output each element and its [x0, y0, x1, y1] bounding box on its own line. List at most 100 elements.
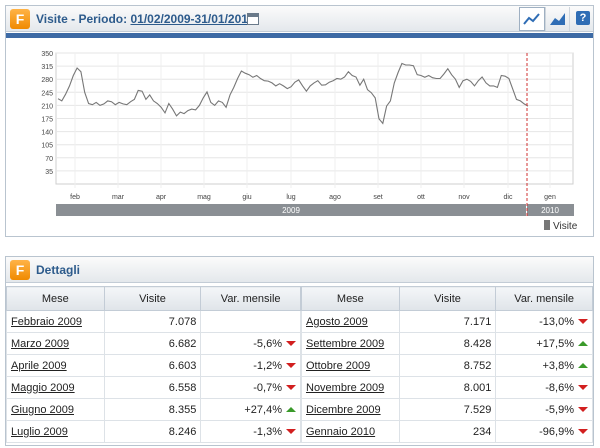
legend-label: Visite [553, 221, 578, 232]
chart-title: Visite - Periodo: 01/02/2009-31/01/2010 [36, 12, 255, 26]
table-row: Novembre 2009 8.001 -8,6% [301, 376, 593, 399]
variation-cell: -1,3% [200, 420, 301, 443]
variation-value: -5,6% [253, 337, 282, 350]
area-chart-button[interactable] [545, 7, 571, 31]
month-tick-label: mar [112, 194, 125, 201]
trend-down-icon [578, 406, 588, 412]
y-tick-label: 280 [41, 77, 53, 84]
variation-cell: -13,0% [495, 310, 593, 333]
visits-series-line [57, 62, 529, 125]
year-label: 2010 [541, 206, 559, 215]
month-link[interactable]: Marzo 2009 [11, 337, 70, 350]
month-cell: Novembre 2009 [301, 376, 400, 399]
month-tick-label: set [373, 194, 382, 201]
trend-up-icon [578, 362, 588, 368]
month-tick-label: gen [544, 194, 556, 201]
period-link[interactable]: 01/02/2009-31/01/2010 [130, 12, 255, 26]
variation-value: -13,0% [539, 315, 574, 328]
table-row: Marzo 2009 6.682 -5,6% [6, 332, 301, 355]
trend-down-icon [578, 384, 588, 390]
variation-value: -5,9% [545, 403, 574, 416]
trend-down-icon [578, 428, 588, 434]
y-tick-label: 210 [41, 103, 53, 110]
visits-line-chart: 35 70 105 140 175 210 245 280 315 350 feb mar apr mag… [6, 33, 593, 216]
visits-cell: 7.171 [398, 310, 497, 333]
month-cell: Febbraio 2009 [6, 310, 105, 333]
month-cell: Giugno 2009 [6, 398, 105, 421]
trend-down-icon [286, 428, 296, 434]
app-logo-icon: F [10, 260, 30, 280]
month-tick-label: nov [458, 194, 470, 201]
month-link[interactable]: Gennaio 2010 [306, 425, 376, 438]
month-link[interactable]: Luglio 2009 [11, 425, 68, 438]
help-button[interactable]: ? [569, 7, 595, 31]
line-chart-button[interactable] [519, 7, 545, 31]
month-cell: Marzo 2009 [6, 332, 105, 355]
month-cell: Ottobre 2009 [301, 354, 400, 377]
month-link[interactable]: Settembre 2009 [306, 337, 385, 350]
chart-title-prefix: Visite - Periodo: [36, 12, 128, 26]
y-tick-label: 35 [45, 169, 53, 176]
variation-cell: +17,5% [495, 332, 593, 355]
month-link[interactable]: Febbraio 2009 [11, 315, 82, 328]
line-chart-icon [523, 13, 540, 25]
variation-cell: -8,6% [495, 376, 593, 399]
month-cell: Luglio 2009 [6, 420, 105, 443]
month-cell: Maggio 2009 [6, 376, 105, 399]
details-title: Dettagli [36, 263, 81, 277]
y-tick-label: 315 [41, 64, 53, 71]
variation-value: -96,9% [539, 425, 574, 438]
trend-down-icon [578, 318, 588, 324]
column-header-var: Var. mensile [495, 286, 593, 311]
table-row: Agosto 2009 7.171 -13,0% [301, 310, 593, 333]
app-logo-icon: F [10, 9, 30, 29]
visits-cell: 8.246 [103, 420, 202, 443]
trend-up-icon [578, 340, 588, 346]
month-link[interactable]: Aprile 2009 [11, 359, 67, 372]
month-tick-label: mag [197, 194, 211, 201]
month-cell: Gennaio 2010 [301, 420, 400, 443]
legend-swatch [544, 220, 550, 230]
year-band-2010 [527, 204, 574, 216]
visits-cell: 6.682 [103, 332, 202, 355]
details-panel: F Dettagli Mese Visite Var. mensile Febb… [5, 256, 594, 446]
trend-down-icon [286, 340, 296, 346]
calendar-icon[interactable] [247, 13, 259, 25]
month-link[interactable]: Novembre 2009 [306, 381, 385, 394]
month-link[interactable]: Agosto 2009 [306, 315, 368, 328]
visits-cell: 7.078 [103, 310, 202, 333]
variation-cell: -5,6% [200, 332, 301, 355]
trend-down-icon [286, 362, 296, 368]
variation-value: -1,3% [253, 425, 282, 438]
variation-value: +3,8% [542, 359, 575, 372]
y-tick-label: 140 [41, 130, 53, 137]
month-link[interactable]: Giugno 2009 [11, 403, 74, 416]
month-link[interactable]: Dicembre 2009 [306, 403, 381, 416]
month-cell: Dicembre 2009 [301, 398, 400, 421]
chart-legend: Visite [544, 220, 577, 232]
column-header-visite: Visite [103, 286, 202, 311]
month-cell: Aprile 2009 [6, 354, 105, 377]
help-icon: ? [576, 11, 590, 25]
variation-cell [200, 310, 301, 333]
column-header-visite: Visite [398, 286, 497, 311]
y-tick-label: 175 [41, 117, 53, 124]
month-link[interactable]: Maggio 2009 [11, 381, 75, 394]
month-tick-label: lug [286, 194, 295, 201]
table-row: Settembre 2009 8.428 +17,5% [301, 332, 593, 355]
table-row: Febbraio 2009 7.078 [6, 310, 301, 333]
visits-cell: 6.603 [103, 354, 202, 377]
month-link[interactable]: Ottobre 2009 [306, 359, 371, 372]
table-row: Luglio 2009 8.246 -1,3% [6, 420, 301, 443]
table-row: Giugno 2009 8.355 +27,4% [6, 398, 301, 421]
table-row: Gennaio 2010 234 -96,9% [301, 420, 593, 443]
variation-value: +27,4% [244, 403, 282, 416]
variation-cell: -1,2% [200, 354, 301, 377]
month-tick-label: dic [504, 194, 513, 201]
month-tick-label: giu [242, 194, 251, 201]
month-cell: Settembre 2009 [301, 332, 400, 355]
variation-cell: +27,4% [200, 398, 301, 421]
variation-cell: -0,7% [200, 376, 301, 399]
y-tick-label: 245 [41, 90, 53, 97]
visits-cell: 8.355 [103, 398, 202, 421]
